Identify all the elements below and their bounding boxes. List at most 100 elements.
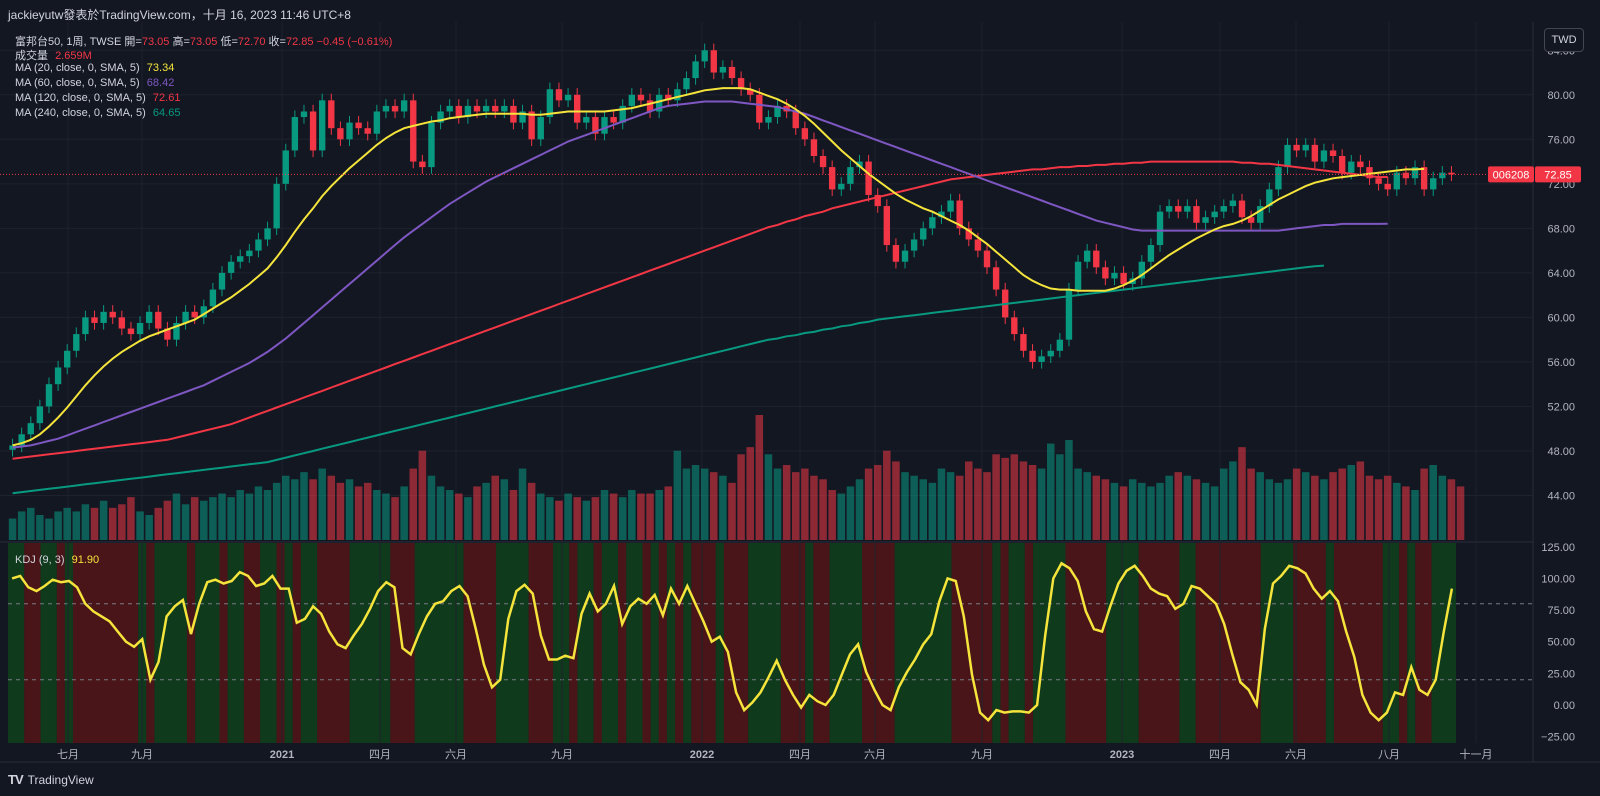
candle-body [209, 289, 217, 307]
candle-body [847, 167, 854, 184]
volume-bar [1074, 468, 1082, 540]
candle-body [719, 66, 727, 73]
kdj-value: 91.90 [71, 554, 100, 566]
candle-body [264, 228, 271, 240]
candle-body [1065, 289, 1073, 340]
kdj-tick-label: 25.00 [1547, 668, 1575, 680]
legend-ma240[interactable]: MA (240, close, 0, SMA, 5) 64.65 [15, 107, 180, 119]
volume-bar [546, 497, 554, 540]
candle-body [473, 105, 481, 112]
candle-body [173, 322, 180, 340]
legend-ma20[interactable]: MA (20, close, 0, SMA, 5) 73.34 [15, 62, 174, 74]
candle-body [1338, 156, 1346, 173]
kdj-tick-label: 100.00 [1541, 573, 1575, 585]
volume-bar [801, 468, 809, 540]
volume-bar [336, 482, 345, 540]
candle-body [446, 105, 453, 112]
kdj-bull-zone [8, 543, 25, 743]
kdj-bull-zone [577, 543, 594, 743]
volume-bar [1393, 482, 1401, 540]
candle-body [1357, 161, 1364, 168]
time-tick-label: 六月 [1285, 748, 1307, 761]
ma120-value: 72.61 [152, 92, 181, 104]
volume-bar [345, 479, 354, 540]
ma20-label: MA (20, close, 0, SMA, 5) [15, 62, 140, 74]
volume-bar [883, 450, 891, 540]
volume-bar [965, 461, 973, 540]
candle-body [237, 256, 244, 262]
volume-bar [163, 500, 172, 540]
candle-body [929, 217, 936, 229]
candle-body [883, 206, 891, 246]
volume-bar [919, 479, 927, 540]
candle-body [1093, 250, 1100, 268]
volume-bar [1119, 486, 1128, 540]
volume-bar [1083, 472, 1091, 540]
legend-ma60[interactable]: MA (60, close, 0, SMA, 5) 68.42 [15, 77, 174, 89]
candle-body [191, 311, 198, 318]
time-tick-label: 九月 [131, 748, 153, 761]
currency-button[interactable]: TWD [1544, 28, 1584, 52]
candle-body [692, 61, 699, 79]
kdj-bull-zone [650, 543, 659, 743]
candle-body [1320, 150, 1328, 162]
volume-bar [564, 493, 572, 540]
volume-bar [63, 507, 71, 540]
volume-bar [873, 465, 882, 540]
kdj-bear-zone [1399, 543, 1408, 743]
candle-body [792, 111, 799, 129]
candle-body [1311, 144, 1319, 162]
volume-bar [45, 518, 53, 540]
candle-body [410, 100, 417, 162]
candle-body [728, 66, 736, 79]
kdj-bear-zone [1293, 543, 1326, 743]
volume-bar [445, 490, 454, 540]
volume-bar [491, 475, 499, 540]
candle-body [300, 111, 308, 118]
candle-body [1047, 350, 1054, 357]
volume-bar [609, 493, 618, 540]
candle-body [309, 111, 317, 151]
volume-bar [1438, 475, 1447, 540]
candle-body [865, 161, 872, 195]
volume-bar [373, 490, 381, 540]
volume-bar [327, 475, 336, 540]
candle-body [400, 100, 408, 112]
candle-body [145, 311, 153, 323]
candle-body [674, 89, 681, 101]
candle-body [1329, 150, 1337, 156]
candle-body [27, 423, 34, 435]
volume-bar [1128, 479, 1137, 540]
ma120-line [12, 160, 1388, 460]
legend-volume-label: 成交量 [15, 50, 48, 62]
volume-bar [974, 468, 982, 540]
candle-body [182, 311, 189, 323]
candle-body [373, 111, 381, 134]
kdj-j-line [11, 561, 1454, 723]
tradingview-brand[interactable]: TV TradingView [8, 772, 94, 787]
volume-bar [227, 497, 235, 540]
volume-bar [8, 518, 17, 540]
volume-bar [400, 486, 408, 540]
candle-body [1348, 161, 1355, 173]
volume-bar [54, 511, 62, 540]
candle-body [710, 50, 717, 73]
volume-bar [1110, 482, 1119, 540]
volume-bar [518, 468, 527, 540]
candle-body [355, 122, 362, 129]
time-tick-label: 九月 [551, 748, 573, 761]
candle-body [200, 306, 207, 318]
candle-body [992, 267, 1000, 290]
candle-body [319, 100, 326, 151]
legend-kdj[interactable]: KDJ (9, 3) 91.90 [15, 554, 99, 566]
tradingview-logo-icon: TV [8, 772, 24, 787]
candle-body [1420, 167, 1428, 190]
volume-bar [181, 504, 190, 540]
kdj-bull-zone [992, 543, 1001, 743]
volume-bar [664, 486, 673, 540]
legend-ma120[interactable]: MA (120, close, 0, SMA, 5) 72.61 [15, 92, 180, 104]
price-tick-label: 64.00 [1547, 268, 1575, 280]
kdj-bull-zone [683, 543, 692, 743]
kdj-bear-zone [146, 543, 155, 743]
